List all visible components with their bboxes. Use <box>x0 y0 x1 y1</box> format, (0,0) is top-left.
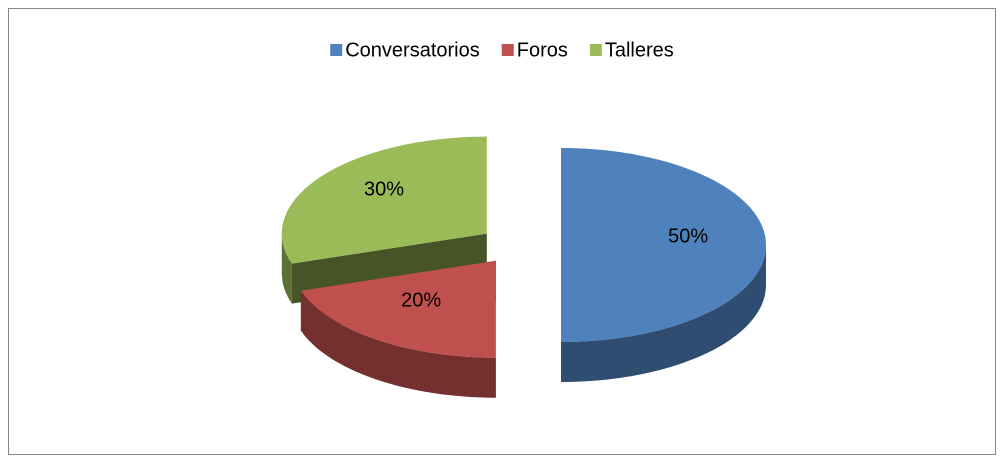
legend: Conversatorios Foros Talleres <box>330 39 674 61</box>
slice-side <box>281 233 292 304</box>
slice-side <box>561 245 766 382</box>
pie: 50% 20% 30% <box>281 136 766 398</box>
slice-side <box>300 290 496 398</box>
legend-label: Conversatorios <box>345 39 480 61</box>
data-label: 30% <box>364 179 404 201</box>
legend-label: Talleres <box>605 39 674 61</box>
slice <box>561 148 766 342</box>
slice <box>281 136 487 264</box>
data-label: 20% <box>401 290 441 312</box>
legend-swatch <box>589 44 602 56</box>
chart-border <box>8 8 996 455</box>
legend-label: Foros <box>517 39 568 61</box>
slice <box>300 260 496 358</box>
data-label: 50% <box>668 225 708 247</box>
legend-swatch <box>501 44 514 56</box>
legend-swatch <box>330 44 343 56</box>
